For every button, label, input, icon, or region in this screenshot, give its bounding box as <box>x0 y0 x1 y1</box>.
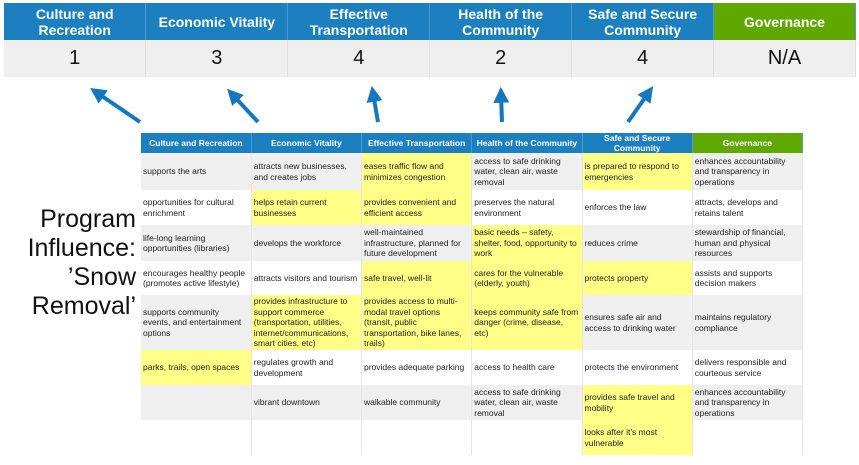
table-cell: eases traffic flow and minimizes congest… <box>361 153 473 190</box>
matrix-header-health: Health of the Community <box>471 133 583 153</box>
table-cell: supports community events, and entertain… <box>141 295 252 350</box>
summary-value-culture: 1 <box>4 40 147 77</box>
table-cell: well-maintained infrastructure, planned … <box>361 225 473 261</box>
summary-header-governance: Governance <box>713 3 856 40</box>
table-cell: cares for the vulnerable (elderly, youth… <box>471 261 583 295</box>
summary-value-transportation: 4 <box>287 40 431 77</box>
criteria-matrix-table: Culture and Recreation Economic Vitality… <box>141 133 804 455</box>
table-cell: enhances accountability and transparency… <box>692 385 804 420</box>
table-cell: provides infrastructure to support comme… <box>251 295 363 350</box>
table-cell: stewardship of financial, human and phys… <box>692 225 804 261</box>
table-cell: attracts, develops and retains talent <box>692 190 804 225</box>
summary-header-safe: Safe and Secure Community <box>571 3 715 40</box>
arrow-icon <box>626 86 654 124</box>
table-row: life-long learning opportunities (librar… <box>141 225 804 261</box>
table-cell: safe travel, well-lit <box>361 261 473 295</box>
matrix-header-culture: Culture and Recreation <box>141 133 252 153</box>
table-cell: attracts new businesses, and creates job… <box>251 153 363 190</box>
table-cell: basic needs – safety, shelter, food, opp… <box>471 225 583 261</box>
table-cell: parks, trails, open spaces <box>141 350 252 385</box>
table-cell <box>251 420 363 455</box>
table-cell: provides adequate parking <box>361 350 473 385</box>
matrix-header-governance: Governance <box>692 133 804 153</box>
table-cell: protects the environment <box>582 350 693 385</box>
summary-header-health: Health of the Community <box>429 3 573 40</box>
table-cell <box>141 420 252 455</box>
table-cell: encourages healthy people (promotes acti… <box>141 261 252 295</box>
table-cell: provides convenient and efficient access <box>361 190 473 225</box>
summary-header-economic: Economic Vitality <box>145 3 289 40</box>
table-row: looks after it’s most vulnerable <box>141 420 804 455</box>
table-cell: access to safe drinking water, clean air… <box>471 153 583 190</box>
table-cell: supports the arts <box>141 153 252 190</box>
summary-value-governance: N/A <box>713 40 856 77</box>
table-cell <box>361 420 473 455</box>
summary-value-economic: 3 <box>145 40 289 77</box>
table-cell: assists and supports decision makers <box>692 261 804 295</box>
table-row: vibrant downtown walkable community access… <box>141 385 804 420</box>
table-cell: access to health care <box>471 350 583 385</box>
table-cell: ensures safe air and access to drinking … <box>582 295 693 350</box>
arrow-icon <box>90 87 142 124</box>
table-row: supports the arts attracts new businesses… <box>141 153 804 190</box>
table-cell: enhances accountability and transparency… <box>692 153 804 190</box>
table-cell <box>692 420 804 455</box>
table-cell: attracts visitors and tourism <box>251 261 363 295</box>
table-cell: helps retain current businesses <box>251 190 363 225</box>
table-cell: protects property <box>582 261 693 295</box>
table-cell: enforces the law <box>582 190 693 225</box>
table-cell: develops the workforce <box>251 225 363 261</box>
arrow-icon <box>493 86 510 123</box>
table-cell: walkable community <box>361 385 473 420</box>
summary-value-safe: 4 <box>571 40 715 77</box>
table-cell: life-long learning opportunities (librar… <box>141 225 252 261</box>
table-cell: reduces crime <box>582 225 693 261</box>
summary-header-transportation: Effective Transportation <box>287 3 431 40</box>
table-cell: regulates growth and development <box>251 350 363 385</box>
table-cell: looks after it’s most vulnerable <box>582 420 693 455</box>
summary-value-health: 2 <box>429 40 573 77</box>
table-row: parks, trails, open spaces regulates grow… <box>141 350 804 385</box>
table-row: encourages healthy people (promotes acti… <box>141 261 804 295</box>
table-cell: delivers responsible and courteous servi… <box>692 350 804 385</box>
matrix-header-transportation: Effective Transportation <box>361 133 473 153</box>
arrow-icon <box>366 85 383 123</box>
table-cell: provides safe travel and mobility <box>582 385 693 420</box>
table-cell: is prepared to respond to emergencies <box>582 153 693 190</box>
summary-header-culture: Culture and Recreation <box>4 3 147 40</box>
matrix-header-economic: Economic Vitality <box>251 133 363 153</box>
table-cell <box>141 385 252 420</box>
table-cell: opportunities for cultural enrichment <box>141 190 252 225</box>
table-row: opportunities for cultural enrichment hel… <box>141 190 804 225</box>
table-cell: access to safe drinking water, clean air… <box>471 385 583 420</box>
table-cell: maintains regulatory compliance <box>692 295 804 350</box>
influence-summary-table: Culture and Recreation Economic Vitality… <box>4 3 856 77</box>
table-cell: provides access to multi-modal travel op… <box>361 295 473 350</box>
table-cell <box>471 420 583 455</box>
table-cell: preserves the natural environment <box>471 190 583 225</box>
matrix-header-safe: Safe and Secure Community <box>582 133 693 153</box>
table-cell: keeps community safe from danger (crime,… <box>471 295 583 350</box>
program-influence-label: Program Influence: ’Snow Removal’ <box>27 205 136 320</box>
table-row: supports community events, and entertain… <box>141 295 804 350</box>
arrows <box>90 85 654 124</box>
arrow-icon <box>227 88 260 124</box>
table-cell: vibrant downtown <box>251 385 363 420</box>
